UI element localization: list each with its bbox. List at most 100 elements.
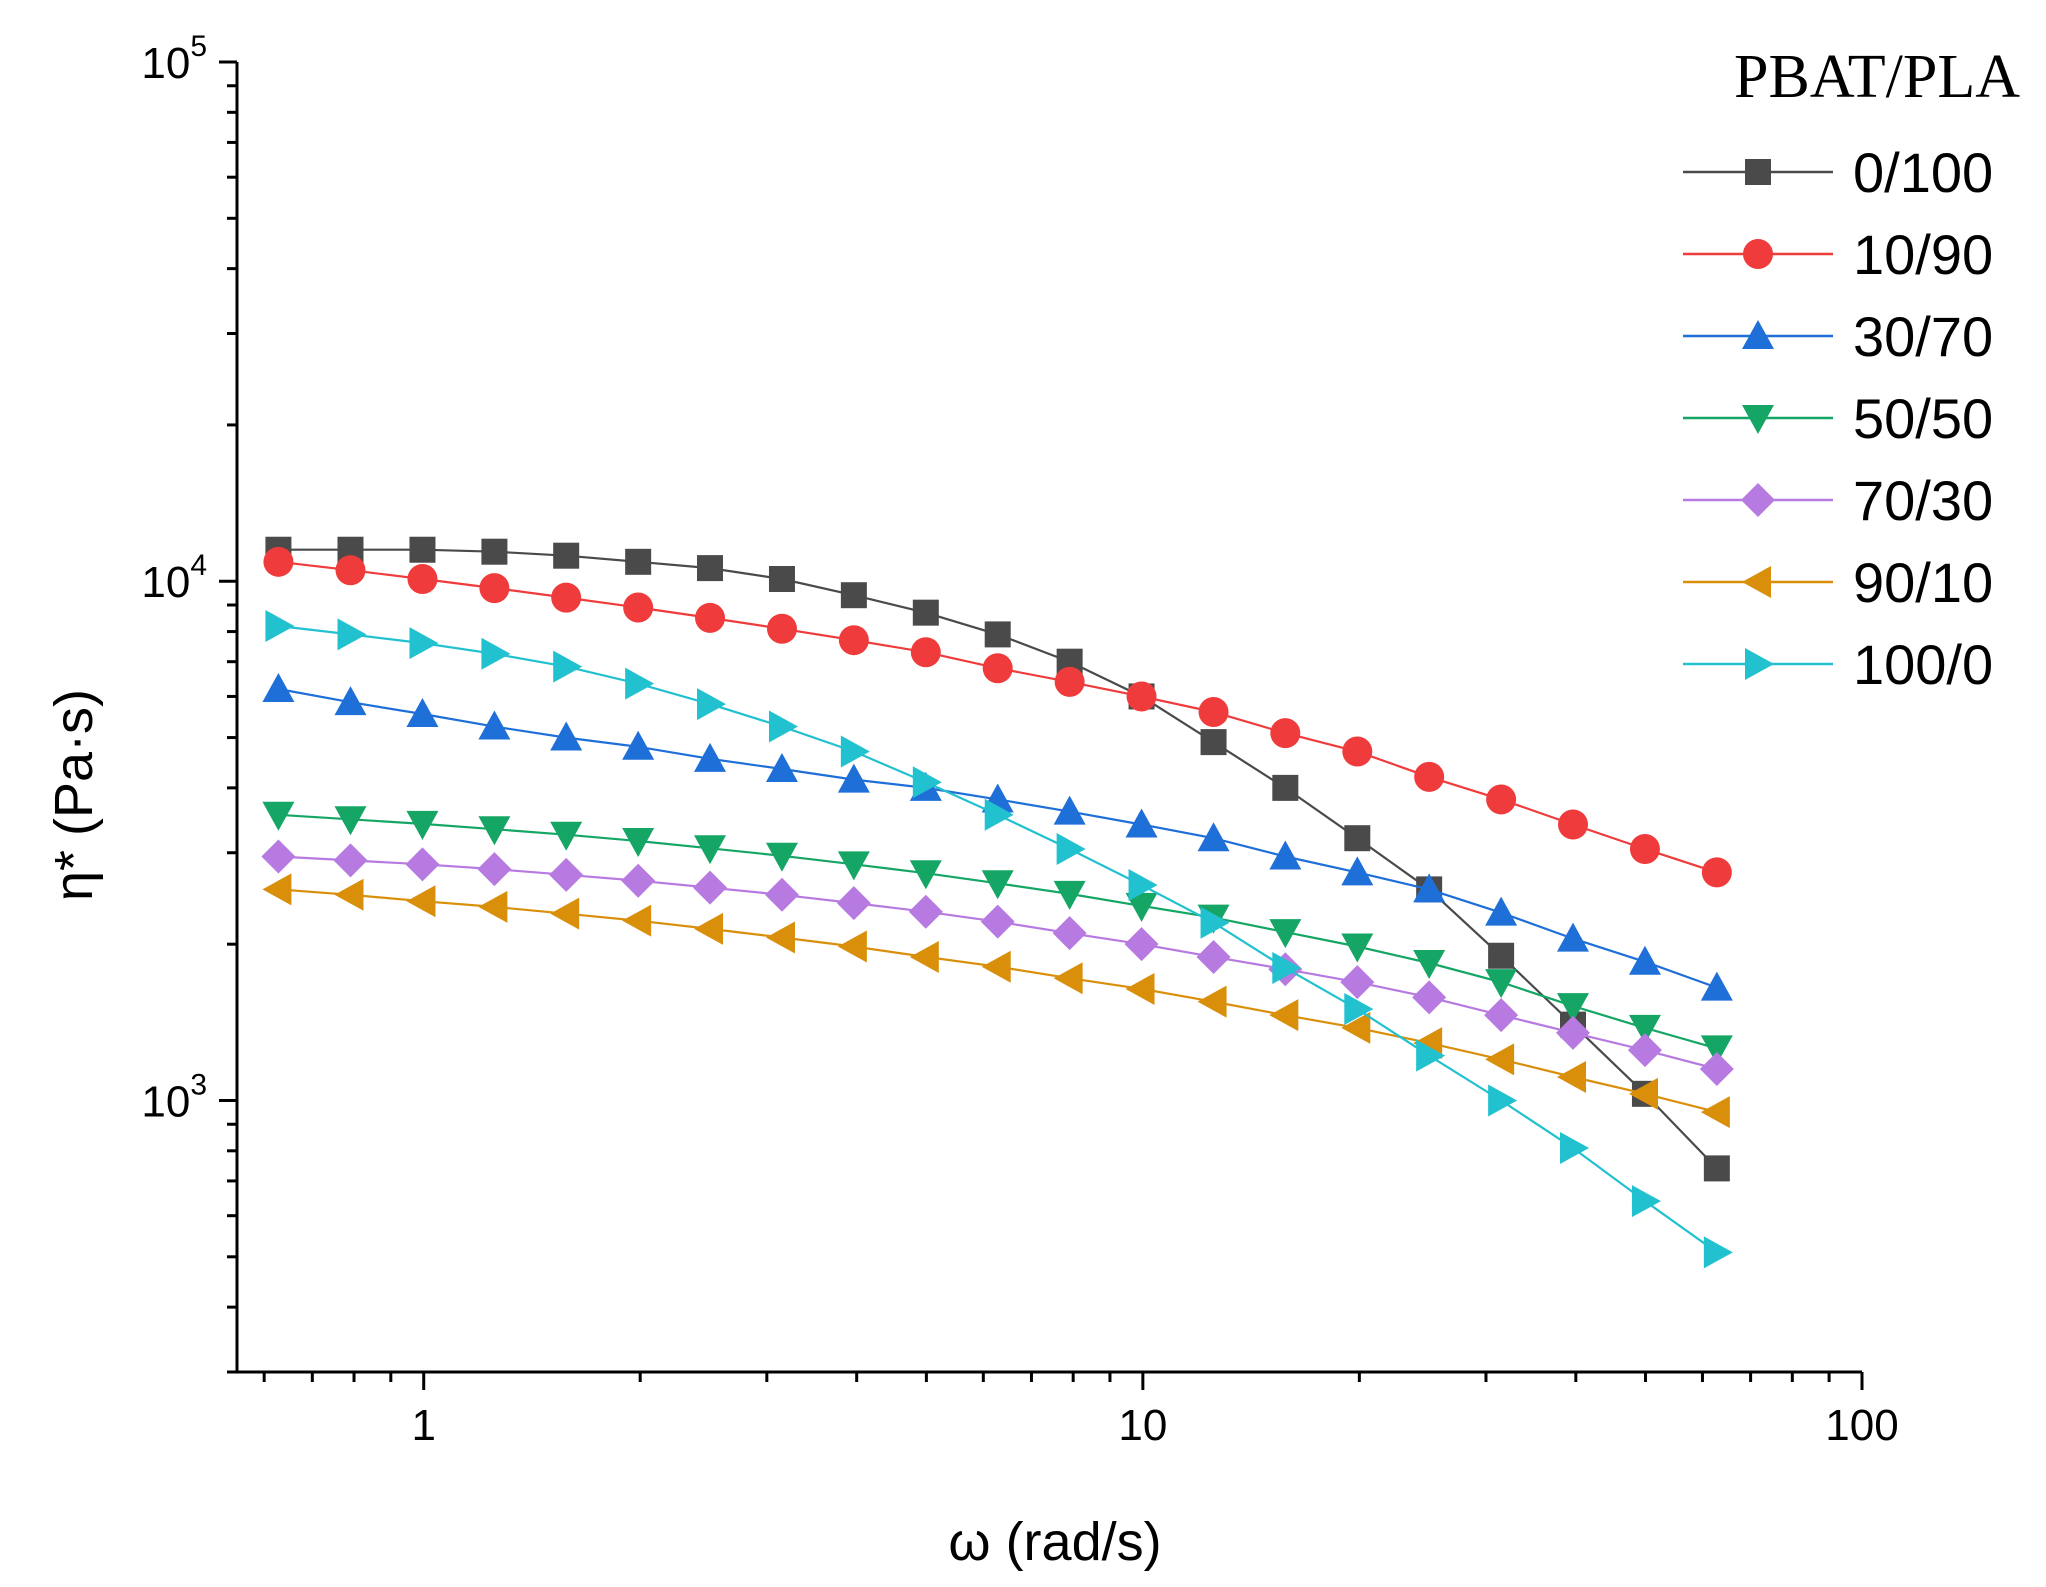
data-point — [1053, 880, 1086, 910]
data-point — [1052, 916, 1087, 951]
data-point — [551, 582, 582, 613]
data-point — [481, 637, 511, 670]
data-point — [1269, 999, 1299, 1032]
data-point — [262, 673, 295, 703]
data-point — [263, 546, 294, 577]
data-point — [406, 810, 439, 840]
data-point — [1200, 729, 1227, 756]
y-axis-label: η* (Pa·s) — [44, 689, 104, 901]
data-point — [765, 842, 798, 872]
data-point — [694, 912, 724, 945]
data-point — [625, 667, 655, 700]
data-point — [1629, 834, 1660, 865]
y-tick-label: 103 — [141, 1068, 207, 1126]
y-tick-base: 10 — [141, 558, 190, 607]
data-point — [1557, 993, 1590, 1023]
data-point — [1488, 942, 1515, 969]
data-point — [477, 852, 512, 887]
data-point — [553, 542, 580, 569]
data-point — [908, 894, 943, 929]
data-point — [406, 698, 439, 728]
data-point — [334, 878, 364, 911]
data-point — [1269, 919, 1302, 949]
data-point — [910, 637, 941, 668]
data-point — [1700, 971, 1733, 1001]
data-point — [1125, 808, 1158, 838]
data-point — [550, 821, 583, 851]
data-point — [1557, 1060, 1587, 1093]
data-point — [1196, 939, 1231, 974]
data-point — [764, 877, 799, 912]
data-point — [694, 742, 727, 772]
data-point — [335, 555, 366, 586]
legend-label: 30/70 — [1853, 305, 1993, 368]
series-100-0 — [265, 610, 1733, 1269]
y-tick-exponent: 4 — [190, 549, 207, 582]
legend-label: 0/100 — [1853, 141, 1993, 204]
legend-marker — [1745, 648, 1774, 680]
legend-marker — [1742, 405, 1774, 434]
data-point — [1485, 969, 1518, 999]
data-point — [337, 618, 367, 651]
legend-item: 100/0 — [1683, 633, 1993, 696]
data-point — [1344, 993, 1374, 1026]
data-point — [478, 890, 508, 923]
data-point — [1560, 1132, 1590, 1165]
data-point — [1486, 784, 1517, 815]
data-point — [262, 873, 292, 906]
data-point — [553, 650, 583, 683]
data-point — [1700, 1035, 1733, 1065]
legend-marker — [1741, 483, 1775, 517]
data-point — [1412, 980, 1447, 1015]
data-point — [1416, 1039, 1446, 1072]
series-0-100 — [265, 536, 1730, 1182]
data-point — [1056, 833, 1086, 866]
data-point — [840, 735, 870, 768]
plot-area — [261, 536, 1734, 1269]
legend: 0/100 10/90 30/70 50/50 70/30 90/10 100/0 — [1683, 141, 1993, 696]
legend-label: 50/50 — [1853, 387, 1993, 450]
legend-label: 100/0 — [1853, 633, 1993, 696]
data-point — [478, 816, 511, 846]
data-point — [768, 566, 795, 593]
data-point — [1341, 933, 1374, 963]
data-point — [1341, 856, 1374, 886]
data-point — [623, 592, 654, 623]
legend-item: 50/50 — [1683, 387, 1993, 450]
data-point — [1485, 896, 1518, 926]
data-point — [840, 582, 867, 609]
legend-item: 10/90 — [1683, 223, 1993, 286]
data-point — [1557, 922, 1590, 952]
series-90-10 — [262, 873, 1730, 1129]
data-point — [1340, 965, 1375, 1000]
data-point — [1703, 1155, 1730, 1182]
data-point — [1197, 985, 1227, 1018]
data-point — [1699, 1051, 1734, 1086]
legend-label: 90/10 — [1853, 551, 1993, 614]
data-point — [765, 921, 795, 954]
data-point — [984, 798, 1014, 831]
data-point — [1488, 1084, 1518, 1117]
data-point — [1128, 869, 1158, 902]
data-point — [1126, 681, 1157, 712]
data-point — [1272, 951, 1302, 984]
legend-title: PBAT/PLA — [1734, 43, 2020, 111]
data-point — [550, 897, 580, 930]
y-tick-exponent: 3 — [190, 1068, 207, 1101]
data-point — [1270, 718, 1301, 749]
data-point — [622, 904, 652, 937]
data-point — [981, 950, 1011, 983]
data-point — [1631, 1185, 1661, 1218]
data-point — [984, 621, 1011, 648]
legend-marker — [1742, 320, 1774, 349]
data-point — [1125, 892, 1158, 922]
series-10-90 — [263, 546, 1732, 888]
legend-item: 70/30 — [1683, 469, 1993, 532]
data-point — [1198, 697, 1229, 728]
data-point — [261, 839, 296, 874]
y-tick-exponent: 5 — [190, 30, 207, 63]
data-point — [1269, 840, 1302, 870]
data-point — [622, 730, 655, 760]
data-point — [1053, 795, 1086, 825]
legend-marker — [1742, 566, 1771, 598]
